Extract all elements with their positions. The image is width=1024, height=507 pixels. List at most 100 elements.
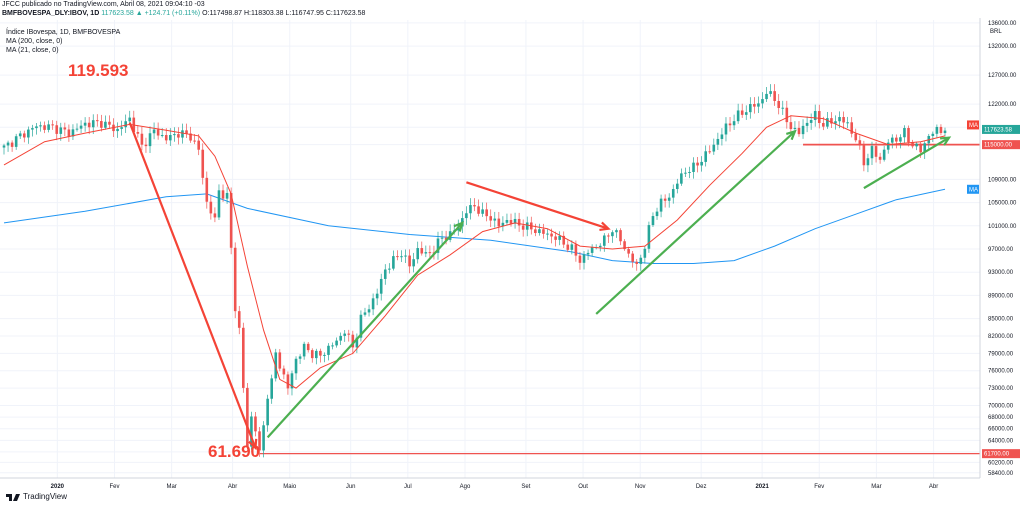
candle-body (773, 91, 776, 101)
candle-body (258, 431, 261, 451)
candle-body (882, 149, 886, 160)
candle-body (201, 149, 205, 178)
candle-body (736, 110, 740, 122)
candle-body (911, 142, 914, 147)
candle-body (152, 129, 156, 134)
candle-body (473, 205, 476, 207)
candle-body (582, 254, 586, 263)
candle-body (785, 107, 789, 123)
candlestick-series (2, 84, 947, 458)
candle-body (890, 137, 894, 143)
candle-body (213, 213, 217, 218)
candle-body (43, 125, 46, 130)
candle-body (744, 112, 748, 115)
grid-lines (0, 20, 980, 478)
x-tick-label: Maio (283, 484, 297, 490)
candle-body (156, 129, 160, 136)
candle-body (651, 216, 655, 226)
candle-body (83, 122, 87, 126)
time-axis: 2020 Fev Mar Abr Maio Jun Jul Ago Set Out Nov Dez 20… (51, 484, 939, 490)
candle-body (233, 247, 237, 312)
candle-body (732, 121, 736, 126)
y-tick-label: 89000.00 (988, 293, 1014, 299)
candle-body (696, 162, 699, 166)
candle-body (412, 259, 415, 267)
tradingview-logo[interactable]: TradingView (6, 492, 67, 501)
y-tick-label: 85000.00 (988, 317, 1014, 323)
candle-body (189, 133, 192, 141)
x-tick-label: Jul (404, 484, 412, 490)
candle-body (359, 314, 363, 338)
y-tick-label: 109000.00 (988, 177, 1017, 183)
candle-body (315, 350, 318, 359)
y-tick-label: 66000.00 (988, 427, 1014, 433)
candle-body (574, 244, 578, 256)
candle-body (79, 125, 83, 129)
candle-body (639, 257, 643, 264)
candle-body (716, 138, 720, 145)
candle-body (805, 122, 809, 126)
candle-body (481, 209, 484, 214)
candle-body (327, 345, 330, 355)
y-tick-label: 127000.00 (988, 73, 1017, 79)
candle-body (221, 190, 225, 199)
candle-body (225, 192, 229, 199)
candle-body (436, 238, 440, 253)
candle-body (128, 117, 132, 122)
candle-body (505, 220, 509, 223)
candle-body (708, 151, 712, 153)
candle-body (55, 125, 59, 134)
candle-body (306, 343, 310, 351)
candle-body (793, 127, 797, 130)
candle-body (14, 136, 18, 147)
candle-body (627, 249, 630, 254)
arrow-recovery-head (453, 221, 465, 232)
candle-body (266, 398, 269, 426)
candle-body (765, 93, 768, 100)
candle-body (477, 206, 480, 214)
candle-body (416, 248, 420, 260)
candle-body (27, 129, 30, 138)
arrow-current (863, 136, 950, 190)
candle-body (339, 335, 342, 341)
candle-body (424, 252, 428, 254)
legend-ma21[interactable]: MA (21, close, 0) (6, 47, 59, 54)
candle-body (509, 220, 513, 224)
candle-body (51, 124, 54, 126)
candle-body (874, 146, 878, 157)
y-tick-label: 122000.00 (988, 102, 1017, 108)
symbol-name[interactable]: BMFBOVESPA_DLY:IBOV, 1D (2, 10, 100, 17)
candle-body (22, 133, 26, 138)
price-label-box (967, 120, 979, 130)
candle-body (720, 134, 724, 139)
candle-body (817, 111, 821, 124)
candle-body (343, 333, 347, 336)
candle-body (501, 222, 505, 227)
candle-body (2, 145, 6, 148)
legend-title: Índice IBovespa, 1D, BMFBOVESPA (6, 27, 121, 36)
candle-body (659, 198, 663, 212)
candle-body (619, 230, 622, 242)
candle-body (915, 143, 918, 147)
candle-body (173, 134, 176, 136)
candle-body (692, 162, 695, 172)
x-tick-label: Abr (228, 484, 237, 490)
candle-body (895, 137, 898, 142)
candle-body (331, 345, 334, 347)
candle-body (229, 192, 233, 248)
candle-body (181, 130, 184, 138)
candle-body (704, 151, 707, 162)
candle-body (797, 127, 801, 135)
legend-ma200[interactable]: MA (200, close, 0) (6, 38, 62, 45)
x-tick-label: Abr (929, 484, 938, 490)
candle-body (388, 268, 391, 270)
candle-body (801, 125, 805, 135)
price-label-text: MA (969, 123, 978, 129)
arrow-correction (466, 181, 609, 230)
candle-body (47, 124, 50, 130)
candle-body (635, 261, 639, 264)
price-axis: 136000.00132000.00127000.00122000.001180… (988, 21, 1017, 477)
candle-body (570, 244, 574, 250)
low-annotation: 61.690 (208, 442, 260, 461)
